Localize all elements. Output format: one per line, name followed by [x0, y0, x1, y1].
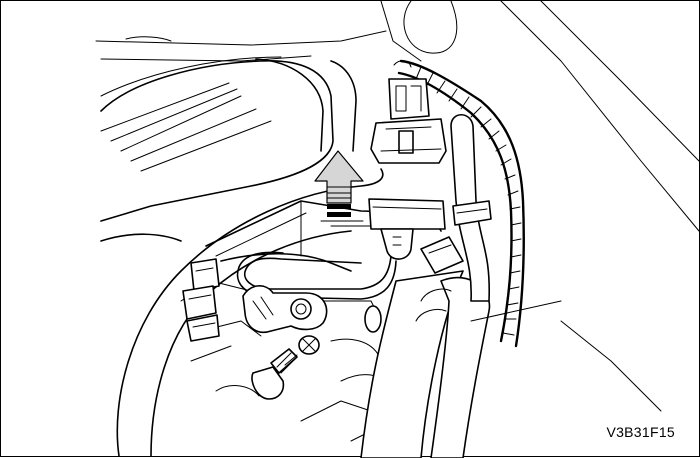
harness-connector — [370, 78, 447, 164]
right-body-edge — [470, 300, 662, 412]
vacuum-hose — [450, 113, 492, 302]
disconnect-arrow — [314, 150, 364, 222]
intake-duct — [100, 56, 357, 222]
figure-code: V3B31F15 — [606, 424, 675, 440]
camshaft-sensor — [242, 285, 382, 333]
sensor-connector — [368, 198, 446, 260]
sensor-wire — [236, 251, 397, 300]
coolant-hose — [360, 236, 491, 458]
sensor-bolt — [251, 335, 320, 400]
upper-body-panel — [95, 1, 700, 232]
wiring-loom — [393, 59, 525, 348]
fuel-injectors — [182, 258, 220, 342]
